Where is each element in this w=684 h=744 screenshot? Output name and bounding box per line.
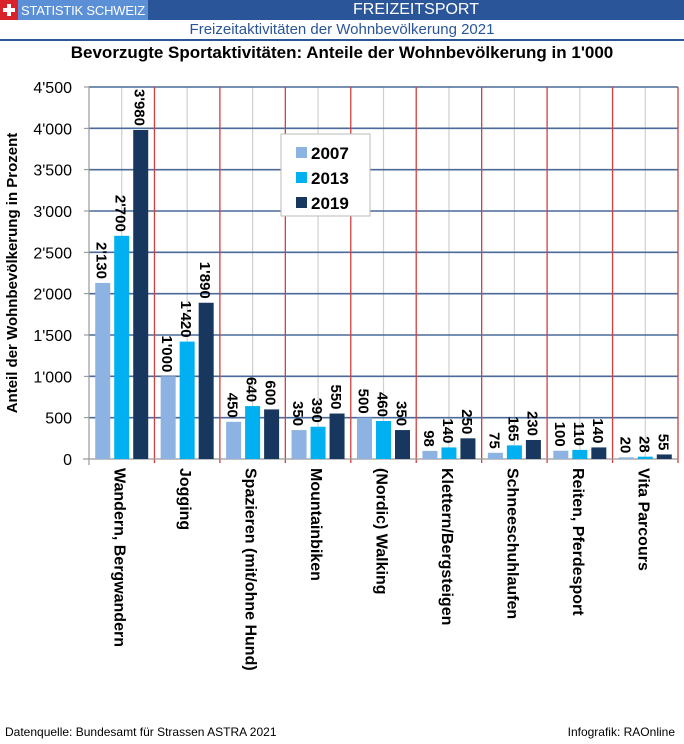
bar-2019: [329, 413, 345, 459]
bar-2013: [376, 420, 391, 459]
legend-swatch-2013: [296, 172, 307, 183]
bar-2007: [618, 457, 634, 459]
data-label: 450: [224, 393, 241, 418]
legend-swatch-2019: [296, 197, 307, 208]
bar-2013: [572, 449, 588, 459]
data-label: 350: [289, 401, 306, 426]
x-tick-label: Klettern/Bergsteigen: [438, 468, 455, 625]
legend-swatch-2007: [296, 147, 307, 158]
bar-2007: [422, 450, 438, 459]
bar-2013: [245, 406, 261, 459]
y-tick-label: 2'000: [33, 287, 72, 304]
bar-2007: [291, 430, 307, 459]
bar-2013: [114, 235, 130, 459]
y-tick-label: 1'500: [33, 328, 72, 345]
data-source: Datenquelle: Bundesamt für Strassen ASTR…: [5, 725, 277, 739]
data-label: 140: [439, 418, 456, 443]
data-label: 2'700: [112, 195, 129, 232]
bar-2019: [525, 439, 541, 459]
x-tick-label: (Nordic) Walking: [373, 468, 390, 595]
bar-2019: [198, 302, 214, 459]
data-label: 390: [308, 398, 325, 423]
bar-2007: [160, 376, 176, 459]
section-title: FREIZEITSPORT: [353, 1, 479, 18]
bar-2013: [179, 341, 195, 459]
bar-2019: [264, 409, 280, 459]
bar-2007: [95, 282, 111, 459]
data-label: 600: [262, 380, 279, 405]
bar-2019: [656, 454, 672, 459]
legend-label: 2019: [311, 194, 349, 213]
brand-label: STATISTIK SCHWEIZ: [21, 2, 145, 18]
page-subtitle: Freizeitaktivitäten der Wohnbevölkerung …: [0, 20, 684, 41]
x-tick-label: Wandern, Bergwandern: [111, 468, 128, 647]
bar-2013: [637, 456, 653, 459]
bar-2013: [310, 426, 326, 459]
data-label: 55: [654, 434, 671, 451]
bar-2007: [487, 452, 503, 459]
data-label: 640: [243, 377, 260, 402]
x-tick-label: Vita Parcours: [634, 468, 651, 571]
bar-2007: [553, 450, 569, 459]
data-label: 1'890: [196, 262, 213, 299]
x-tick-label: Spazieren (mit/ohne Hund): [242, 468, 259, 671]
data-label: 28: [635, 436, 652, 453]
swiss-flag-icon: [0, 0, 18, 20]
data-label: 165: [504, 416, 521, 441]
data-label: 230: [523, 411, 540, 436]
legend-label: 2013: [311, 169, 349, 188]
data-label: 460: [374, 392, 391, 417]
data-label: 550: [327, 385, 344, 410]
data-label: 1'000: [158, 335, 175, 372]
data-label: 2'130: [93, 242, 110, 279]
x-tick-label: Mountainbiken: [307, 468, 324, 581]
data-label: 100: [551, 422, 568, 447]
y-tick-label: 1'000: [33, 369, 72, 386]
y-axis-title: Anteil der Wohnbevölkerung in Prozent: [4, 133, 21, 414]
infographic-credit: Infografik: RAOnline: [567, 725, 675, 739]
data-label: 98: [420, 430, 437, 447]
bar-2013: [441, 447, 457, 459]
chart-title: Bevorzugte Sportaktivitäten: Anteile der…: [70, 43, 614, 62]
y-tick-label: 3'500: [33, 163, 72, 180]
bar-2013: [506, 445, 522, 459]
bar-2007: [357, 417, 372, 459]
data-label: 3'980: [131, 89, 148, 126]
header-bar: STATISTIK SCHWEIZ FREIZEITSPORT: [0, 0, 684, 20]
data-label: 140: [589, 418, 606, 443]
data-label: 75: [485, 432, 502, 449]
y-tick-label: 500: [45, 411, 72, 428]
bar-2007: [226, 421, 242, 459]
data-label: 500: [355, 389, 372, 414]
data-label: 250: [458, 409, 475, 434]
data-label: 110: [570, 422, 587, 446]
bar-2019: [460, 438, 476, 459]
y-tick-label: 0: [63, 452, 72, 469]
bar-2019: [133, 129, 149, 459]
bar-2019: [591, 447, 607, 459]
y-tick-label: 4'500: [33, 80, 72, 97]
data-label: 20: [616, 437, 633, 454]
data-label: 1'420: [177, 301, 194, 338]
bar-2019: [395, 430, 410, 459]
y-tick-label: 4'000: [33, 121, 72, 138]
brand-badge: STATISTIK SCHWEIZ: [0, 0, 148, 20]
y-tick-label: 2'500: [33, 245, 72, 262]
y-tick-label: 3'000: [33, 204, 72, 221]
data-label: 350: [393, 401, 410, 426]
x-tick-label: Schneeschuhlaufen: [503, 468, 520, 619]
legend: [280, 133, 371, 217]
x-tick-label: Reiten, Pferdesport: [569, 468, 586, 616]
x-tick-label: Jogging: [176, 468, 193, 530]
legend-label: 2007: [311, 144, 349, 163]
